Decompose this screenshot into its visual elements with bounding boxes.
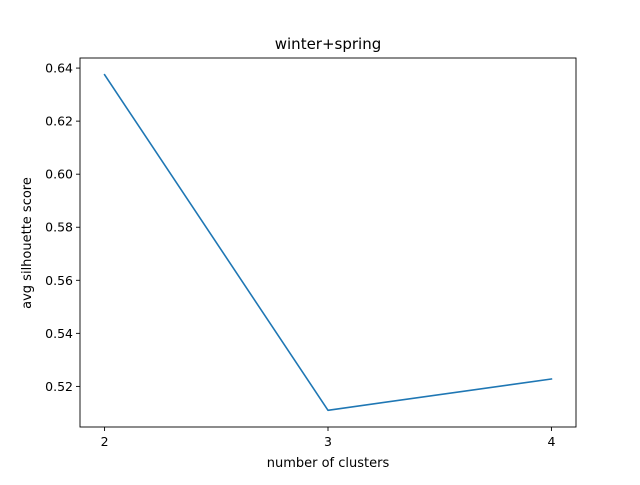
- y-tick-label: 0.54: [45, 326, 73, 341]
- y-tick-label: 0.60: [45, 167, 73, 182]
- x-tick-label: 4: [547, 434, 555, 449]
- y-axis-label: avg silhouette score: [20, 177, 35, 309]
- plot-area: 2 3 4 0.52 0.54 0.56 0.58 0.60 0.62 0.64: [45, 58, 576, 449]
- x-tick-label: 3: [324, 434, 332, 449]
- y-tick-label: 0.58: [45, 220, 73, 235]
- x-axis-label: number of clusters: [267, 456, 390, 471]
- chart-title: winter+spring: [275, 35, 382, 53]
- y-tick-label: 0.62: [45, 114, 73, 129]
- y-tick-label: 0.64: [45, 61, 73, 76]
- y-tick-label: 0.56: [45, 273, 73, 288]
- series-line-0: [105, 75, 552, 411]
- y-tick-label: 0.52: [45, 379, 73, 394]
- plot-frame: [80, 58, 576, 427]
- x-tick-label: 2: [101, 434, 109, 449]
